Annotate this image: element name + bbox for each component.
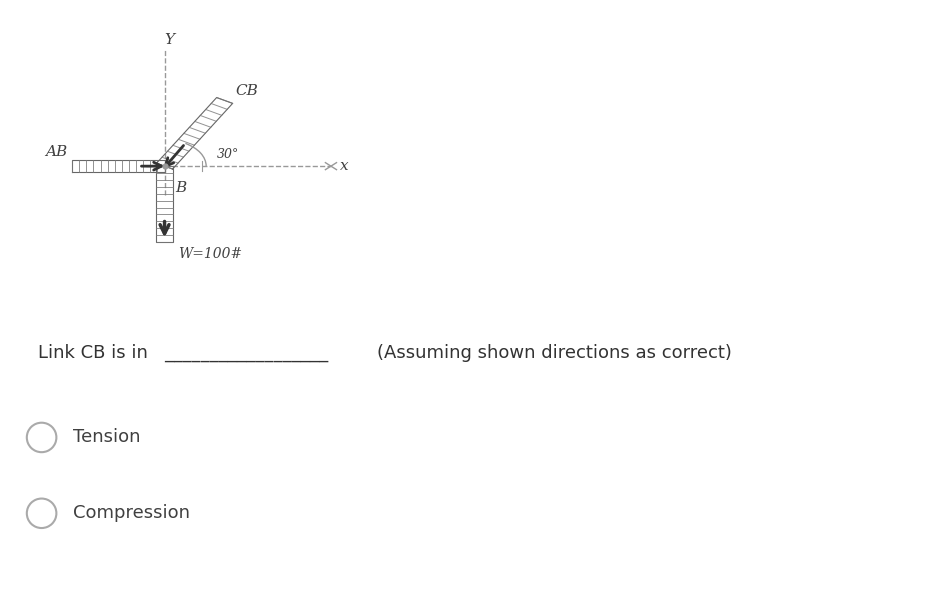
Text: x: x <box>340 159 349 173</box>
Text: (Assuming shown directions as correct): (Assuming shown directions as correct) <box>378 344 732 362</box>
Text: Tension: Tension <box>73 428 140 446</box>
Text: AB: AB <box>46 144 68 158</box>
Text: W=100#: W=100# <box>179 247 243 261</box>
Text: __________________: __________________ <box>165 344 329 362</box>
Text: Link CB is in: Link CB is in <box>38 344 148 362</box>
Text: CB: CB <box>235 84 259 98</box>
Text: Compression: Compression <box>73 504 190 522</box>
Text: 30°: 30° <box>218 148 240 161</box>
Text: B: B <box>176 181 187 195</box>
Text: Y: Y <box>164 32 174 47</box>
